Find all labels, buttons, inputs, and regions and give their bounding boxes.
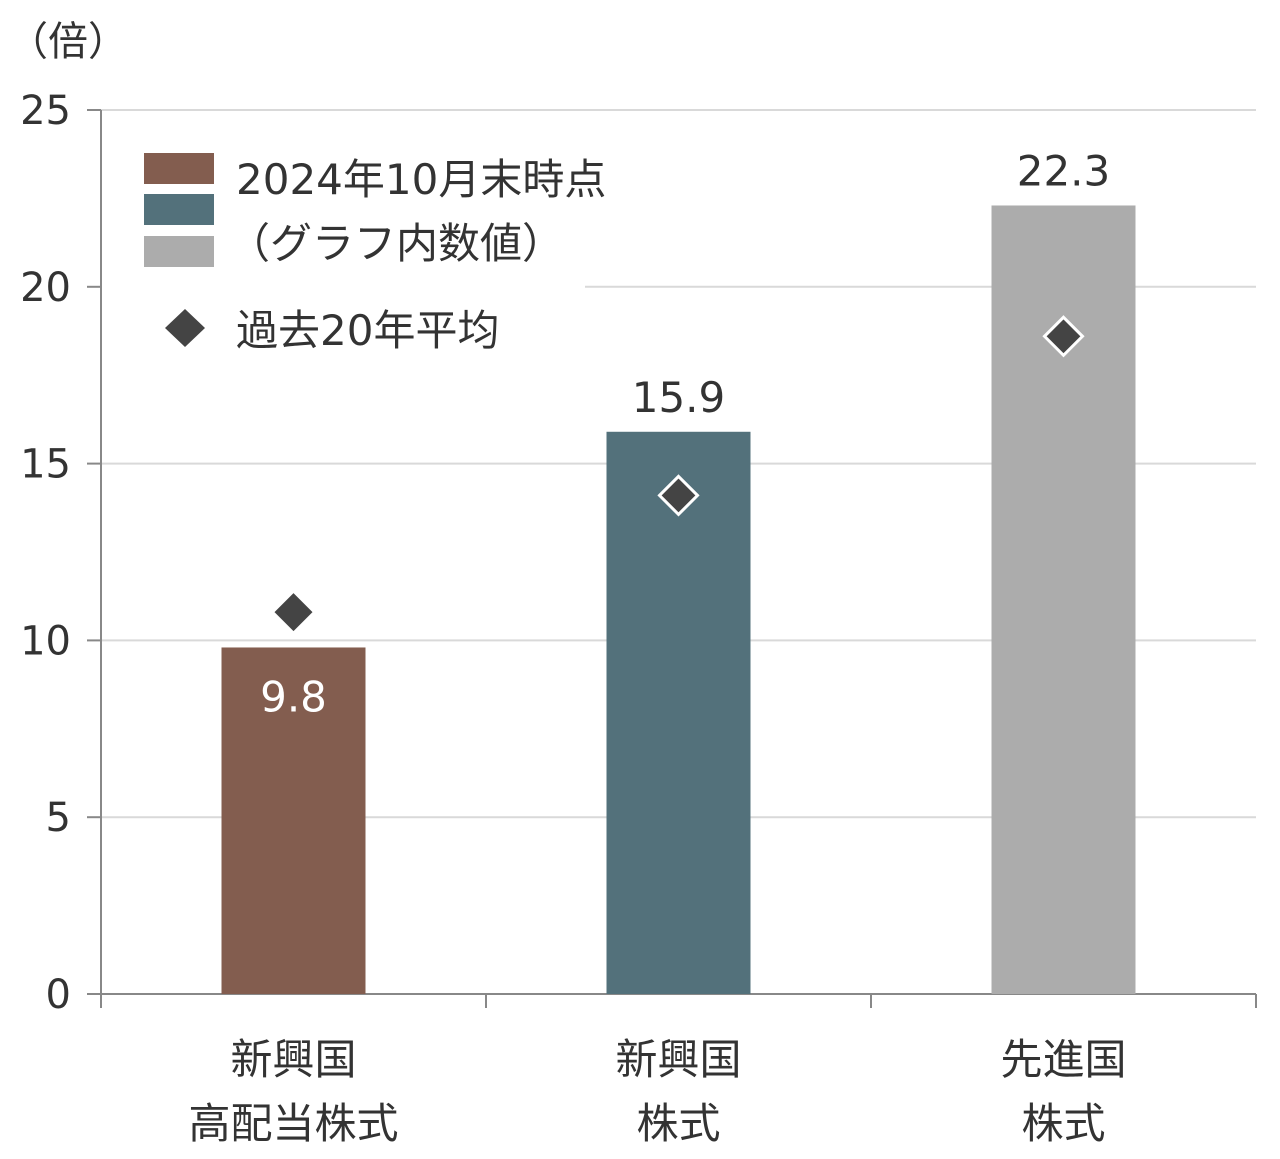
y-tick-label: 0 [46,972,71,1018]
x-category-label: 新興国 [230,1035,356,1084]
y-tick-label: 25 [20,88,71,134]
x-category-label: 高配当株式 [188,1099,398,1148]
y-tick-label: 10 [20,618,71,664]
bar [221,647,366,994]
bar-value-label: 15.9 [632,373,726,422]
x-category-label: 先進国 [1000,1035,1126,1084]
data-labels: 9.8 15.9 22.3 [260,146,1110,721]
legend-series-label-line1: 2024年10月末時点 [236,155,606,204]
legend: 2024年10月末時点 （グラフ内数値） 過去20年平均 [144,153,606,355]
bar [606,431,751,994]
x-category-label: 新興国 [615,1035,741,1084]
bar-value-label: 9.8 [260,672,327,721]
average-marker [1042,315,1085,358]
legend-swatch-gray [144,236,214,267]
legend-marker-label: 過去20年平均 [236,306,499,355]
average-marker [274,593,313,632]
y-tick-label: 15 [20,442,71,488]
y-tick-label: 5 [46,795,71,841]
average-markers [274,315,1085,632]
legend-swatch-teal [144,194,214,225]
average-marker [657,474,700,517]
y-tick-label: 20 [20,265,71,311]
legend-swatch-brown [144,153,214,184]
legend-diamond-marker [165,309,205,347]
legend-series-label-line2: （グラフ内数値） [228,219,564,268]
bar-value-label: 22.3 [1017,146,1111,195]
x-category-label: 株式 [636,1099,720,1148]
x-category-label: 株式 [1021,1099,1105,1148]
y-axis-unit-label: （倍） [8,19,128,65]
